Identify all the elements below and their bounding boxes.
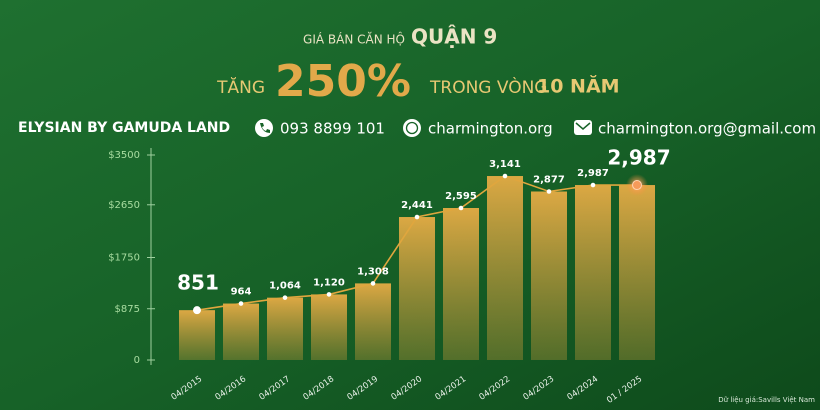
- value-label: 2,441: [401, 200, 433, 211]
- growth: 250%: [275, 56, 411, 107]
- value-label: 1,120: [313, 277, 345, 288]
- phone: 093 8899 101: [280, 120, 385, 138]
- phone-icon: [255, 119, 273, 137]
- point: [238, 301, 244, 306]
- bar: [311, 294, 347, 360]
- point: [193, 306, 201, 315]
- value-label: 3,141: [489, 159, 521, 170]
- growth-prefix: TĂNG: [216, 76, 265, 98]
- point: [632, 180, 642, 191]
- y-tick-label: $875: [115, 304, 140, 315]
- growth-middle: TRONG VÒNG: [429, 76, 547, 98]
- y-tick-label: 0: [134, 355, 140, 366]
- bar: [443, 208, 479, 360]
- bar: [619, 185, 655, 360]
- bar: [399, 217, 435, 360]
- point: [326, 292, 332, 297]
- value-label: 964: [231, 287, 252, 298]
- web-glyph: [405, 121, 419, 135]
- value-label: 2,987: [607, 146, 670, 170]
- source: Dữ liệu giá:Savills Việt Nam: [718, 396, 815, 404]
- value-label: 851: [177, 271, 219, 295]
- bar: [223, 303, 259, 360]
- point: [546, 189, 552, 194]
- point: [414, 214, 420, 220]
- value-label: 1,308: [357, 266, 389, 277]
- point: [282, 295, 288, 300]
- growth-period: 10 NĂM: [537, 74, 620, 98]
- mail-icon: [574, 120, 592, 135]
- phone-glyph: [260, 123, 270, 133]
- mail-glyph: [575, 122, 591, 130]
- value-label: 2,595: [445, 191, 477, 202]
- title-highlight: QUẬN 9: [411, 25, 497, 49]
- y-tick-label: $2650: [108, 200, 140, 211]
- point: [590, 182, 596, 188]
- bar: [575, 185, 611, 360]
- point: [458, 205, 464, 211]
- bar: [487, 176, 523, 360]
- y-tick-label: $1750: [108, 253, 140, 264]
- point: [502, 173, 508, 179]
- bar: [531, 191, 567, 360]
- brand: ELYSIAN BY GAMUDA LAND: [18, 120, 230, 136]
- value-label: 2,877: [533, 174, 565, 185]
- web-icon: [403, 119, 421, 137]
- value-label: 1,064: [269, 281, 301, 292]
- email: charmington.org@gmail.com: [598, 120, 816, 138]
- bar: [355, 283, 391, 360]
- bar: [267, 297, 303, 360]
- point: [370, 281, 376, 286]
- bar: [179, 310, 215, 360]
- title: GIÁ BÁN CĂN HỘ: [303, 32, 405, 47]
- y-tick-label: $3500: [108, 150, 140, 161]
- website: charmington.org: [428, 120, 553, 138]
- value-label: 2,987: [577, 168, 609, 179]
